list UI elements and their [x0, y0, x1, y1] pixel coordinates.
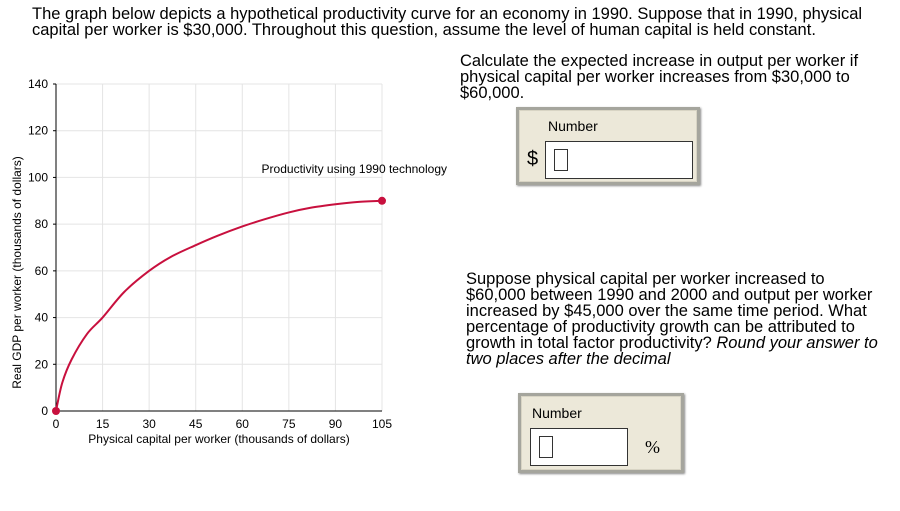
- curve-start-point: [52, 407, 60, 415]
- x-tick-label: 15: [96, 417, 110, 431]
- x-tick-label: 30: [142, 417, 156, 431]
- y-tick-label: 60: [35, 264, 49, 278]
- x-tick-label: 105: [372, 417, 392, 431]
- input-cursor: [539, 436, 553, 458]
- y-axis-label: Real GDP per worker (thousands of dollar…: [10, 156, 24, 389]
- x-tick-label: 90: [329, 417, 343, 431]
- y-tick-label: 20: [35, 357, 49, 371]
- number-label: Number: [532, 405, 582, 421]
- x-tick-label: 0: [53, 417, 60, 431]
- dollar-prefix: $: [527, 148, 539, 170]
- intro-text: The graph below depicts a hypothetical p…: [32, 5, 863, 39]
- y-tick-label: 140: [28, 77, 48, 91]
- question-2: Suppose physical capital per worker incr…: [466, 270, 886, 368]
- y-tick-label: 0: [41, 404, 48, 418]
- answer-box-1: Number $: [516, 107, 700, 185]
- curve-annotation: Productivity using 1990 technology: [262, 162, 447, 176]
- y-tick-label: 80: [35, 217, 49, 231]
- curve-end-point: [378, 196, 386, 205]
- number-label: Number: [548, 118, 598, 134]
- y-tick-label: 40: [35, 311, 49, 325]
- productivity-chart: 0 15 30 45 60 75 90 105 0 20 40 60 80 100 120 140 Physic…: [10, 77, 447, 446]
- answer-box-2: Number %: [518, 393, 684, 473]
- increase-output-input[interactable]: [545, 141, 693, 179]
- x-axis-label: Physical capital per worker (thousands o…: [88, 432, 349, 446]
- input-cursor: [554, 149, 568, 171]
- x-tick-label: 60: [236, 417, 250, 431]
- y-tick-label: 100: [28, 170, 48, 184]
- y-tick-label: 120: [28, 124, 48, 138]
- tfp-percentage-input[interactable]: [530, 428, 628, 466]
- question-1-text: Calculate the expected increase in outpu…: [460, 52, 859, 102]
- productivity-curve: [55, 199, 383, 412]
- x-tick-label: 75: [282, 417, 296, 431]
- percent-suffix: %: [645, 437, 660, 457]
- rounding-instruction: Round your answer to two places after th…: [466, 334, 878, 368]
- x-tick-label: 45: [189, 417, 203, 431]
- question-2-text: Suppose physical capital per worker incr…: [466, 270, 873, 352]
